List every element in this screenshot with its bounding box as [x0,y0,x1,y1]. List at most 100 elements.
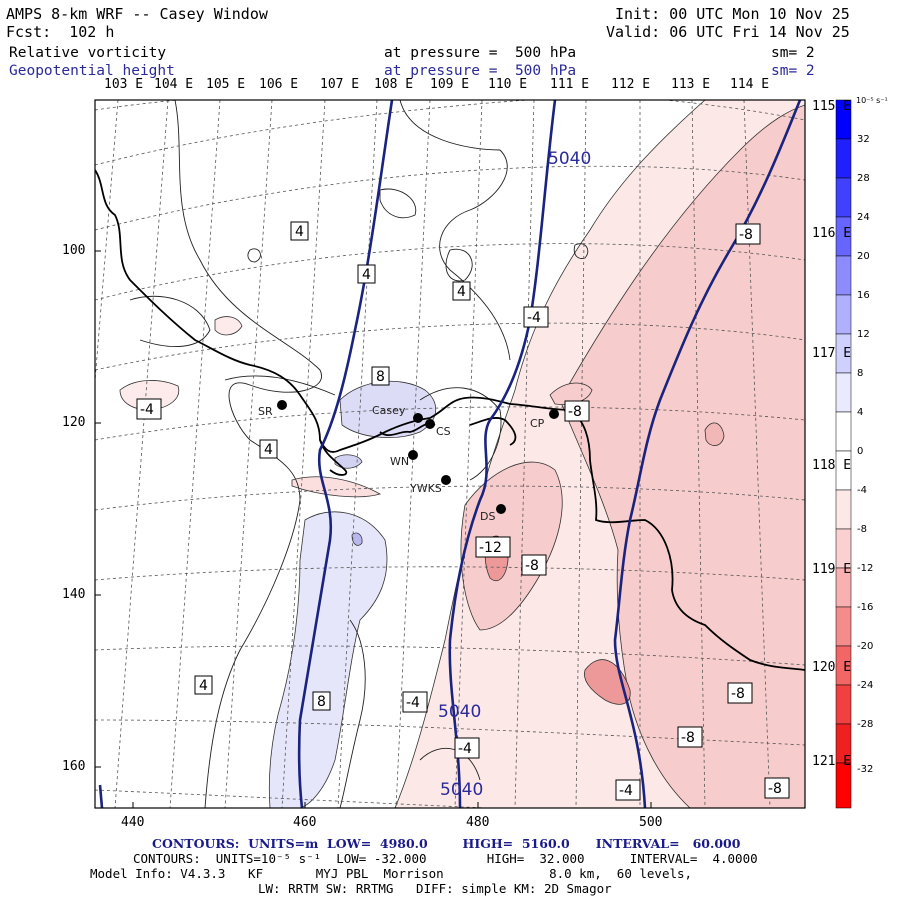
field1-smoothing: sm= 2 [771,45,815,61]
lon-label-right: 116 E [812,226,852,241]
valid-time: Valid: 06 UTC Fri 14 Nov 25 [606,23,850,41]
x-tick-label: 460 [293,815,317,830]
colorbar-tick: 12 [857,329,870,340]
colorbar-tick: 8 [857,368,864,379]
colorbar-tick: -28 [857,719,874,730]
vorticity-contour-info: CONTOURS: UNITS=10⁻⁵ s⁻¹ LOW= -32.000 HI… [133,851,758,866]
pos-vorticity-patch-small [334,454,363,469]
vorticity-label: 4 [295,224,304,240]
lon-label: 111 E [550,77,590,92]
x-tick-label: 480 [466,815,490,830]
vorticity-label: 8 [317,694,326,710]
field2-name: Geopotential height [9,63,175,79]
model-info: Model Info: V4.3.3 KF MYJ PBL Morrison 8… [90,866,693,881]
station-markers [277,400,559,514]
y-tick-label: 160 [62,759,86,774]
lon-label: 112 E [611,77,651,92]
vorticity-label: 4 [457,284,466,300]
lon-label-right: 115 E [812,99,852,114]
vorticity-label: -8 [739,227,753,243]
y-tick-label: 120 [62,415,86,430]
colorbar-tick: -20 [857,641,874,652]
forecast-hour: Fcst: 102 h [6,23,115,41]
station-label-sr: SR [258,405,273,418]
neg-vorticity-region-east [559,104,805,808]
lon-label: 107 E [320,77,360,92]
colorbar-tick: -32 [857,764,874,775]
vorticity-label: -4 [527,310,541,326]
station-dot-sr [277,400,287,410]
lon-label: 105 E [206,77,246,92]
vorticity-label: 4 [362,267,371,283]
colorbar-tick: 24 [857,212,870,223]
field1-level: at pressure = 500 hPa [384,45,577,61]
vorticity-label: -8 [768,781,782,797]
lon-label: 104 E [154,77,194,92]
station-dot-ds [496,504,506,514]
colorbar-tick: -24 [857,680,874,691]
colorbar-tick: -8 [857,524,867,535]
colorbar-tick: -12 [857,563,874,574]
height-label: 5040 [548,149,591,169]
colorbar [835,99,852,809]
lon-label-right: 118 E [812,458,852,473]
vorticity-labels: 4 4 4 -4 8 -4 4 -8 -8 -12 -8 4 8 -4 -4 -… [136,221,790,801]
lon-label: 113 E [671,77,711,92]
lon-label-right: 121 E [812,754,852,769]
field2-level: at pressure = 500 hPa [384,63,577,79]
x-tick-label: 500 [639,815,663,830]
init-time: Init: 00 UTC Mon 10 Nov 25 [615,5,850,23]
neg-vorticity-patch-e [704,422,725,446]
map-frame [94,99,806,809]
lon-label: 114 E [730,77,770,92]
vorticity-label: -8 [681,730,695,746]
colorbar-tick: -4 [857,485,867,496]
vorticity-label: -4 [140,402,154,418]
station-dot-ywks [441,475,451,485]
lon-label-right: 119 E [812,562,852,577]
height-label: 5040 [438,702,481,722]
colorbar-tick: 28 [857,173,870,184]
lon-label: 106 E [259,77,299,92]
lon-label-right: 120 E [812,660,852,675]
field1-name: Relative vorticity [9,45,167,61]
model-physics: LW: RRTM SW: RRTMG DIFF: simple KM: 2D S… [258,881,612,896]
pos-vorticity-patch-dot [351,532,363,546]
x-tick-label: 440 [121,815,145,830]
station-label-cs: CS [436,425,451,438]
vorticity-label: 4 [264,442,273,458]
lon-label: 109 E [430,77,470,92]
vorticity-label: -8 [568,404,582,420]
colorbar-tick: -16 [857,602,874,613]
neg-vorticity-patch-w [119,380,180,411]
y-tick-label: 140 [62,587,86,602]
height-label: 5040 [440,780,483,800]
neg-vorticity-small [549,382,593,405]
field2-smoothing: sm= 2 [771,63,815,79]
vorticity-label: -12 [479,540,502,556]
vorticity-label: 4 [199,678,208,694]
station-dot-wn [408,450,418,460]
station-label-ywks: YWKS [409,482,442,495]
lon-label-right: 117 E [812,346,852,361]
station-dot-cp [549,409,559,419]
vorticity-label: 8 [376,369,385,385]
vorticity-label: -4 [406,695,420,711]
colorbar-tick: 4 [857,407,864,418]
lon-label: 108 E [374,77,414,92]
height-contour-info: CONTOURS: UNITS=m LOW= 4980.0 HIGH= 5160… [152,836,741,851]
station-dot-cs [425,419,435,429]
lon-label: 103 E [104,77,144,92]
neg-vorticity-patch-nw [214,316,243,336]
station-label-wn: WN [390,455,409,468]
colorbar-tick: 32 [857,134,870,145]
colorbar-tick: 20 [857,251,870,262]
colorbar-tick: 0 [857,446,864,457]
station-label-ds: DS [480,510,495,523]
station-label-casey: Casey [372,404,406,417]
lonlat-grid [95,100,805,808]
colorbar-unit: 10⁻⁵ s⁻¹ [856,96,888,105]
plot-title: AMPS 8-km WRF -- Casey Window [6,5,268,23]
station-label-cp: CP [530,417,545,430]
